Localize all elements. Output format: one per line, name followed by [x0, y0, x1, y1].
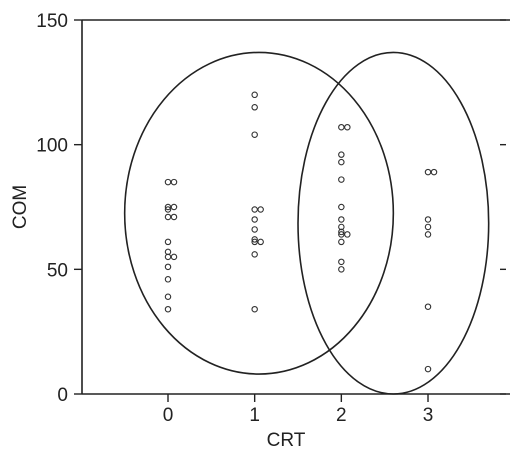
data-point [251, 236, 258, 243]
data-point [170, 203, 178, 211]
data-point [257, 206, 264, 213]
y-tick-label: 150 [36, 11, 68, 32]
confidence-ellipse-1 [123, 51, 395, 375]
data-point [251, 216, 258, 223]
data-point [338, 238, 345, 246]
data-point [338, 123, 345, 131]
data-point [251, 91, 258, 99]
tick-labels: 0 1 2 3 0 50 100 150 [36, 11, 433, 426]
data-point [338, 203, 345, 211]
data-point [251, 305, 258, 313]
points-layer [164, 91, 438, 373]
data-point [424, 216, 432, 223]
data-point [251, 104, 258, 111]
y-tick-label: 100 [36, 136, 68, 157]
data-point [338, 231, 345, 238]
x-axis-title: CRT [267, 430, 306, 451]
data-point [424, 168, 432, 176]
data-point [164, 253, 172, 261]
data-point [424, 223, 432, 231]
data-point [164, 178, 172, 186]
data-point [430, 168, 438, 176]
data-point [164, 213, 172, 221]
data-point [338, 176, 345, 183]
x-tick-label: 3 [423, 405, 434, 426]
data-point [164, 203, 172, 211]
x-tick-label: 0 [163, 405, 174, 426]
data-point [164, 276, 172, 283]
data-point [257, 238, 264, 246]
y-tick-label: 0 [57, 385, 68, 406]
data-point [424, 231, 432, 238]
data-point [424, 303, 432, 310]
confidence-ellipse-2 [297, 51, 490, 395]
data-point [164, 206, 172, 213]
data-point [344, 231, 351, 238]
data-point [164, 263, 172, 271]
data-point [170, 253, 178, 261]
x-tick-label: 1 [249, 405, 260, 426]
y-axis-title: COM [10, 185, 31, 229]
data-point [164, 305, 172, 313]
data-point [344, 123, 351, 131]
x-tick-label: 2 [336, 405, 347, 426]
data-point [338, 266, 345, 273]
data-point [338, 158, 345, 166]
data-point [170, 213, 178, 221]
axis-ticks [74, 19, 506, 402]
data-point [338, 258, 345, 266]
data-point [251, 206, 258, 213]
data-point [251, 251, 258, 258]
plot-frame [81, 19, 510, 395]
data-point [251, 226, 258, 233]
data-point [338, 228, 345, 236]
data-point [164, 293, 172, 301]
data-point [164, 238, 172, 246]
data-point [338, 151, 345, 158]
y-tick-label: 50 [47, 260, 68, 281]
data-point [251, 238, 258, 246]
data-point [251, 131, 258, 138]
data-point [424, 365, 432, 373]
data-point [338, 216, 345, 223]
ellipses-layer [123, 51, 490, 395]
data-point [170, 178, 178, 186]
